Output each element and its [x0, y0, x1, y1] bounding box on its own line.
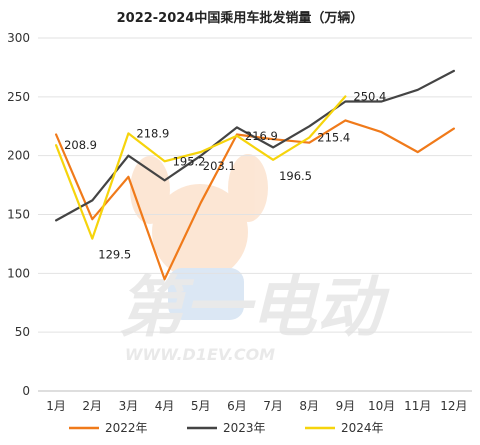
- y-tick-label: 0: [22, 384, 30, 398]
- data-point: [127, 154, 129, 156]
- legend-label: 2024年: [341, 421, 384, 435]
- x-tick-label: 12月: [440, 399, 467, 413]
- legend-label: 2022年: [105, 421, 148, 435]
- legend-label: 2023年: [223, 421, 266, 435]
- x-tick-label: 5月: [191, 399, 211, 413]
- data-point: [200, 151, 202, 153]
- watermark-mascot-body: [168, 268, 244, 320]
- data-point: [163, 278, 165, 280]
- y-tick-label: 150: [7, 208, 30, 222]
- data-label: 250.4: [353, 89, 386, 103]
- x-tick-label: 2月: [82, 399, 102, 413]
- watermark-mascot-ear: [228, 154, 268, 222]
- data-point: [344, 95, 346, 97]
- watermark-mascot-ear: [130, 156, 170, 224]
- data-point: [308, 142, 310, 144]
- gridlines: [38, 37, 472, 392]
- data-point: [236, 126, 238, 128]
- data-label: 195.2: [173, 154, 206, 168]
- data-point: [55, 133, 57, 135]
- data-point: [200, 202, 202, 204]
- watermark-brand-text: 第一电动: [118, 269, 390, 346]
- data-point: [91, 237, 93, 239]
- x-tick-label: 3月: [119, 399, 139, 413]
- series-line-2: [55, 69, 455, 222]
- data-label: 218.9: [136, 126, 169, 140]
- watermark-url-text: WWW.D1EV.COM: [125, 345, 275, 364]
- data-point: [55, 219, 57, 221]
- data-point: [344, 119, 346, 121]
- data-label: 196.5: [279, 169, 312, 183]
- data-point: [380, 131, 382, 133]
- data-label: 215.4: [317, 131, 350, 145]
- x-tick-label: 9月: [336, 399, 356, 413]
- data-point: [127, 132, 129, 134]
- legend: 2022年 2023年 2024年: [69, 421, 384, 435]
- data-point: [308, 125, 310, 127]
- x-tick-label: 8月: [299, 399, 319, 413]
- x-tick-label: 6月: [227, 399, 247, 413]
- data-point: [163, 179, 165, 181]
- x-tick-label: 1月: [46, 399, 66, 413]
- data-point: [453, 127, 455, 129]
- y-tick-label: 100: [7, 266, 30, 280]
- data-label: 208.9: [64, 138, 97, 152]
- data-point: [55, 144, 57, 146]
- watermark: 第一电动 WWW.D1EV.COM: [118, 154, 390, 364]
- data-point: [417, 151, 419, 153]
- y-tick-label: 300: [7, 31, 30, 45]
- data-point: [344, 100, 346, 102]
- data-label: 216.9: [245, 129, 278, 143]
- data-point: [91, 199, 93, 201]
- data-point: [163, 160, 165, 162]
- data-point: [272, 159, 274, 161]
- data-point: [91, 218, 93, 220]
- data-point: [236, 135, 238, 137]
- data-label: 129.5: [98, 248, 131, 262]
- y-tick-label: 50: [15, 325, 30, 339]
- series-line-3: [55, 95, 347, 240]
- data-point: [453, 70, 455, 72]
- chart-title: 2022-2024中国乘用车批发销量（万辆）: [117, 10, 364, 26]
- data-point: [272, 146, 274, 148]
- x-tick-label: 4月: [155, 399, 175, 413]
- data-point: [308, 136, 310, 138]
- x-tick-label: 10月: [368, 399, 395, 413]
- data-label: 203.1: [203, 159, 236, 173]
- axes: 0 50 100 150 200 250 300 1月 2月 3月 4月 5月 6月 7月 8月 9月 10月 1…: [7, 31, 467, 413]
- y-tick-label: 200: [7, 149, 30, 163]
- y-tick-label: 250: [7, 90, 30, 104]
- data-point: [127, 176, 129, 178]
- series-lines: [55, 69, 455, 281]
- data-point: [417, 89, 419, 91]
- x-tick-label: 11月: [404, 399, 431, 413]
- x-tick-label: 7月: [263, 399, 283, 413]
